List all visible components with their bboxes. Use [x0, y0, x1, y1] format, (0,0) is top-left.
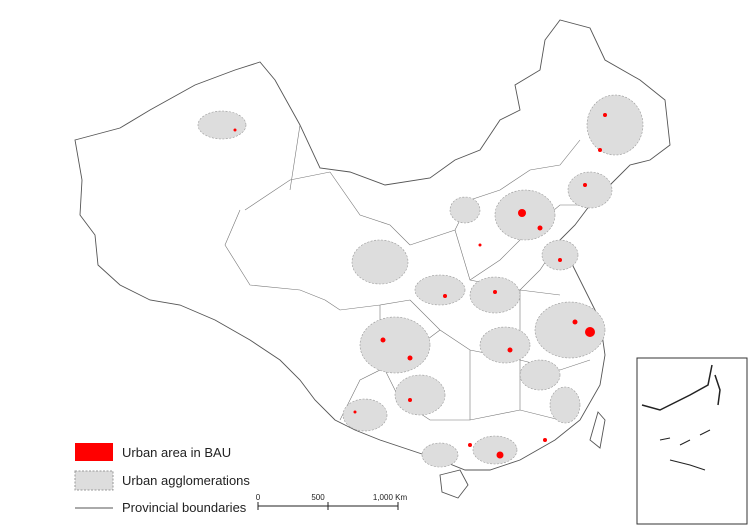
hainan: [439, 469, 469, 499]
legend-label: Urban agglomerations: [122, 473, 250, 488]
legend-swatch: [74, 470, 114, 491]
taiwan: [589, 411, 606, 449]
scale-bar: 0 500 1,000 Km: [256, 493, 408, 510]
urban-areas: [233, 113, 607, 459]
scale-label: 500: [311, 493, 325, 502]
legend-swatch: [75, 443, 113, 461]
legend: Urban area in BAU Urban agglomerations P…: [74, 443, 250, 515]
legend-label: Provincial boundaries: [122, 500, 247, 515]
inset-map: [636, 357, 748, 525]
legend-label: Urban area in BAU: [122, 445, 231, 460]
scale-label: 0: [256, 493, 261, 502]
scale-label: 1,000 Km: [373, 493, 408, 502]
agglomerations: [197, 94, 644, 468]
